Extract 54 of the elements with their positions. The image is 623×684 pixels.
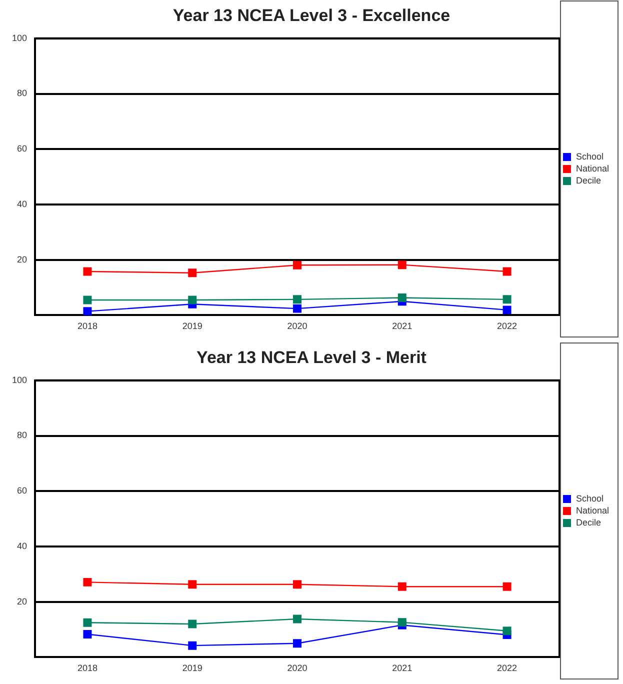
y-tick-label: 20 bbox=[17, 254, 28, 264]
x-tick-label: 2019 bbox=[182, 321, 202, 332]
legend-label: School bbox=[576, 151, 604, 162]
point bbox=[188, 641, 197, 650]
point bbox=[83, 296, 92, 304]
y-tick-label: 100 bbox=[12, 32, 28, 43]
x-tick-label: 2022 bbox=[497, 321, 518, 332]
point bbox=[293, 295, 302, 304]
point bbox=[502, 626, 512, 636]
point bbox=[83, 307, 92, 316]
point bbox=[83, 267, 92, 276]
point bbox=[83, 618, 92, 627]
x-tick-label: 2019 bbox=[182, 663, 202, 674]
point bbox=[293, 260, 302, 270]
point bbox=[502, 295, 512, 304]
point bbox=[502, 582, 512, 591]
point bbox=[293, 614, 302, 624]
point bbox=[83, 578, 92, 586]
chart-title: Year 13 NCEA Level 3 - Excellence bbox=[172, 6, 450, 25]
x-tick-label: 2020 bbox=[287, 663, 308, 674]
point bbox=[398, 294, 406, 302]
y-tick-label: 100 bbox=[12, 374, 28, 385]
chart-title: Year 13 NCEA Level 3 - Merit bbox=[196, 348, 427, 367]
y-tick-label: 40 bbox=[17, 540, 28, 551]
point bbox=[293, 639, 302, 648]
x-tick-label: 2021 bbox=[392, 321, 412, 332]
legend-label: National bbox=[576, 163, 610, 174]
legend-label: National bbox=[576, 505, 610, 516]
point bbox=[502, 306, 512, 314]
x-tick-label: 2022 bbox=[497, 663, 518, 674]
y-tick-label: 80 bbox=[17, 88, 28, 98]
x-tick-label: 2018 bbox=[77, 321, 98, 332]
x-tick-label: 2021 bbox=[392, 663, 412, 674]
y-tick-label: 60 bbox=[17, 486, 28, 496]
x-tick-label: 2018 bbox=[77, 663, 98, 674]
point bbox=[188, 620, 197, 628]
point bbox=[398, 582, 406, 591]
point bbox=[188, 580, 197, 589]
y-tick-label: 40 bbox=[17, 198, 28, 209]
y-tick-label: 20 bbox=[17, 596, 28, 606]
point bbox=[188, 296, 197, 304]
point bbox=[293, 580, 302, 589]
point bbox=[83, 630, 92, 638]
point bbox=[188, 268, 197, 278]
point bbox=[398, 260, 406, 270]
point bbox=[398, 618, 406, 627]
y-tick-label: 60 bbox=[17, 144, 28, 154]
legend-label: Decile bbox=[576, 175, 601, 186]
legend-label: Decile bbox=[576, 517, 601, 528]
y-tick-label: 80 bbox=[17, 430, 28, 440]
x-tick-label: 2020 bbox=[287, 321, 308, 332]
legend-label: School bbox=[576, 493, 604, 504]
point bbox=[502, 267, 512, 276]
point bbox=[293, 304, 302, 313]
